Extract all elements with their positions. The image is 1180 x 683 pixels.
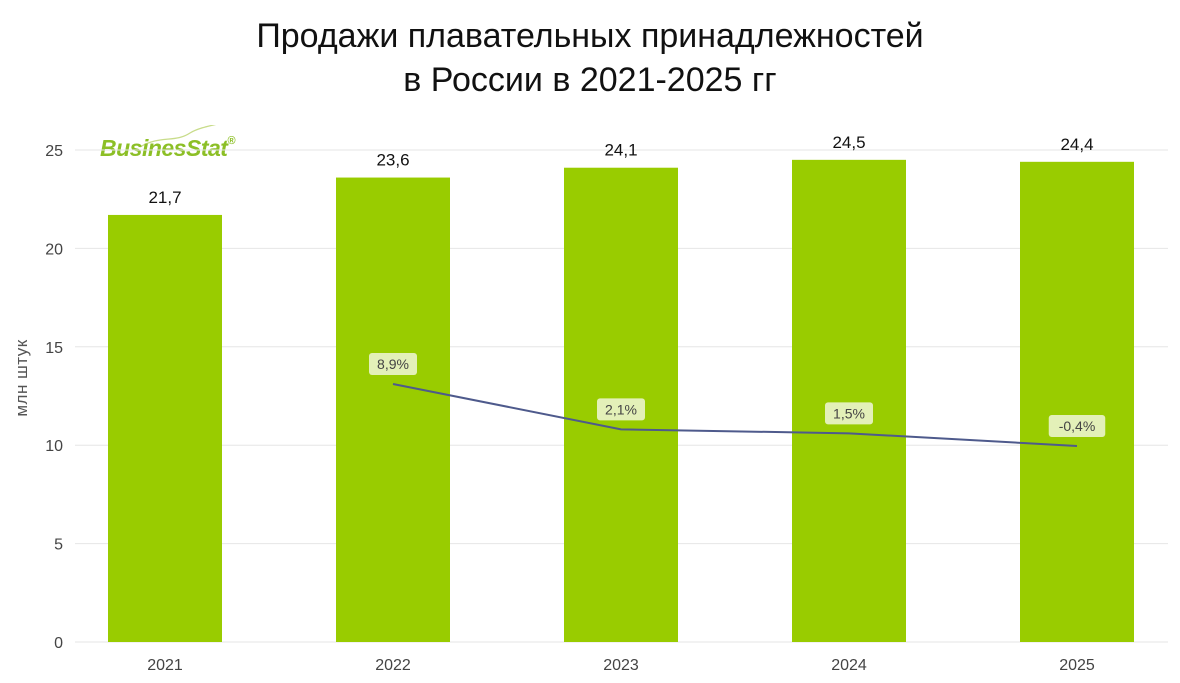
growth-label: -0,4% xyxy=(1059,418,1096,434)
logo-wordmark: BusinesStat xyxy=(100,135,228,161)
growth-label: 2,1% xyxy=(605,401,637,417)
y-tick-label: 5 xyxy=(54,537,63,554)
growth-label-box xyxy=(1048,415,1106,437)
logo-text: BusinesStat® xyxy=(100,135,236,162)
bar xyxy=(336,177,450,642)
bar-value-label: 24,5 xyxy=(832,133,865,152)
bar-value-label: 24,4 xyxy=(1060,135,1093,154)
x-tick-label: 2024 xyxy=(831,657,867,674)
growth-line xyxy=(392,383,1078,447)
x-tick-label: 2023 xyxy=(603,657,639,674)
y-tick-label: 15 xyxy=(45,340,63,357)
y-tick-label: 20 xyxy=(45,241,63,258)
y-tick-label: 10 xyxy=(45,438,63,455)
bar-value-label: 24,1 xyxy=(604,141,637,160)
growth-label-box xyxy=(597,398,645,421)
growth-label-box xyxy=(825,402,873,425)
bar xyxy=(1020,161,1134,643)
y-tick-label: 25 xyxy=(45,143,63,160)
bar xyxy=(792,159,906,642)
x-tick-label: 2025 xyxy=(1059,657,1095,674)
x-tick-label: 2022 xyxy=(375,657,411,674)
bar-value-label: 23,6 xyxy=(376,151,409,170)
logo-registered-mark: ® xyxy=(227,135,236,147)
growth-label-box xyxy=(369,353,417,375)
chart-title-line-1: Продажи плавательных принадлежностей xyxy=(256,17,924,55)
y-tick-label: 0 xyxy=(54,635,63,652)
logo-swoosh-icon xyxy=(139,125,217,148)
x-tick-label: 2021 xyxy=(147,657,183,674)
chart-title-line-2: в России в 2021-2025 гг xyxy=(403,61,777,99)
bar-value-label: 21,7 xyxy=(148,188,181,207)
growth-label: 1,5% xyxy=(833,405,865,421)
bar xyxy=(108,214,222,642)
businesstat-logo: BusinesStat® xyxy=(100,125,250,165)
chart-title: Продажи плавательных принадлежностей в Р… xyxy=(0,14,1180,102)
growth-label: 8,9% xyxy=(377,356,409,372)
